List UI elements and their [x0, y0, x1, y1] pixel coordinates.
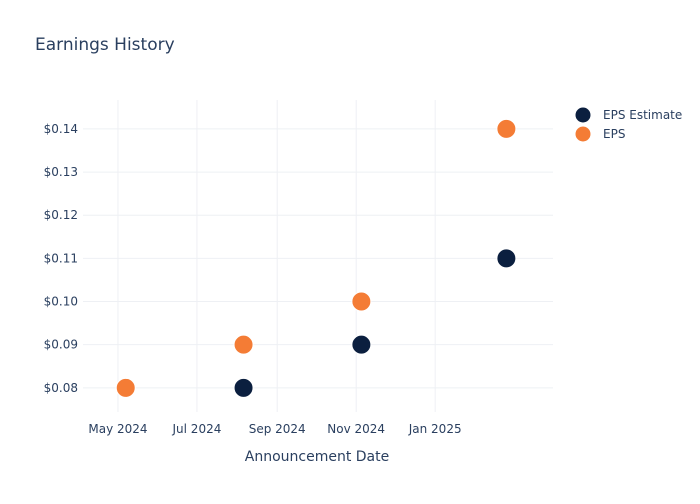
x-axis: May 2024 Jul 2024 Sep 2024 Nov 2024 Jan 2025 — [88, 422, 461, 436]
data-point[interactable] — [233, 377, 254, 398]
y-tick-label: $0.12 — [44, 208, 78, 222]
data-point[interactable] — [351, 291, 372, 312]
y-tick-label: $0.10 — [44, 295, 78, 309]
data-point[interactable] — [496, 248, 517, 269]
chart-title: Earnings History — [35, 35, 175, 55]
y-axis: $0.08 $0.09 $0.10 $0.11 $0.12 $0.13 $0.14 — [44, 122, 78, 395]
grid-lines — [83, 100, 553, 412]
legend-label: EPS Estimate — [603, 108, 682, 122]
y-tick-label: $0.13 — [44, 165, 78, 179]
y-tick-label: $0.08 — [44, 381, 78, 395]
y-tick-label: $0.11 — [44, 251, 78, 265]
x-tick-label: Sep 2024 — [249, 422, 306, 436]
series-eps-estimate — [115, 248, 517, 398]
x-tick-label: Nov 2024 — [327, 422, 385, 436]
x-axis-title: Announcement Date — [245, 449, 389, 465]
legend-marker — [574, 125, 592, 143]
legend-marker — [574, 106, 592, 124]
legend-item[interactable]: EPS — [574, 125, 625, 143]
data-point[interactable] — [351, 334, 372, 355]
legend-label: EPS — [603, 127, 625, 141]
legend: EPS Estimate EPS — [574, 106, 682, 143]
data-point[interactable] — [233, 334, 254, 355]
legend-item[interactable]: EPS Estimate — [574, 106, 682, 124]
data-point[interactable] — [496, 118, 517, 139]
x-tick-label: Jan 2025 — [408, 422, 462, 436]
x-tick-label: May 2024 — [88, 422, 147, 436]
y-tick-label: $0.09 — [44, 338, 78, 352]
x-tick-label: Jul 2024 — [172, 422, 222, 436]
series-eps — [115, 118, 517, 398]
data-points — [115, 118, 517, 398]
data-point[interactable] — [115, 377, 136, 398]
y-tick-label: $0.14 — [44, 122, 78, 136]
